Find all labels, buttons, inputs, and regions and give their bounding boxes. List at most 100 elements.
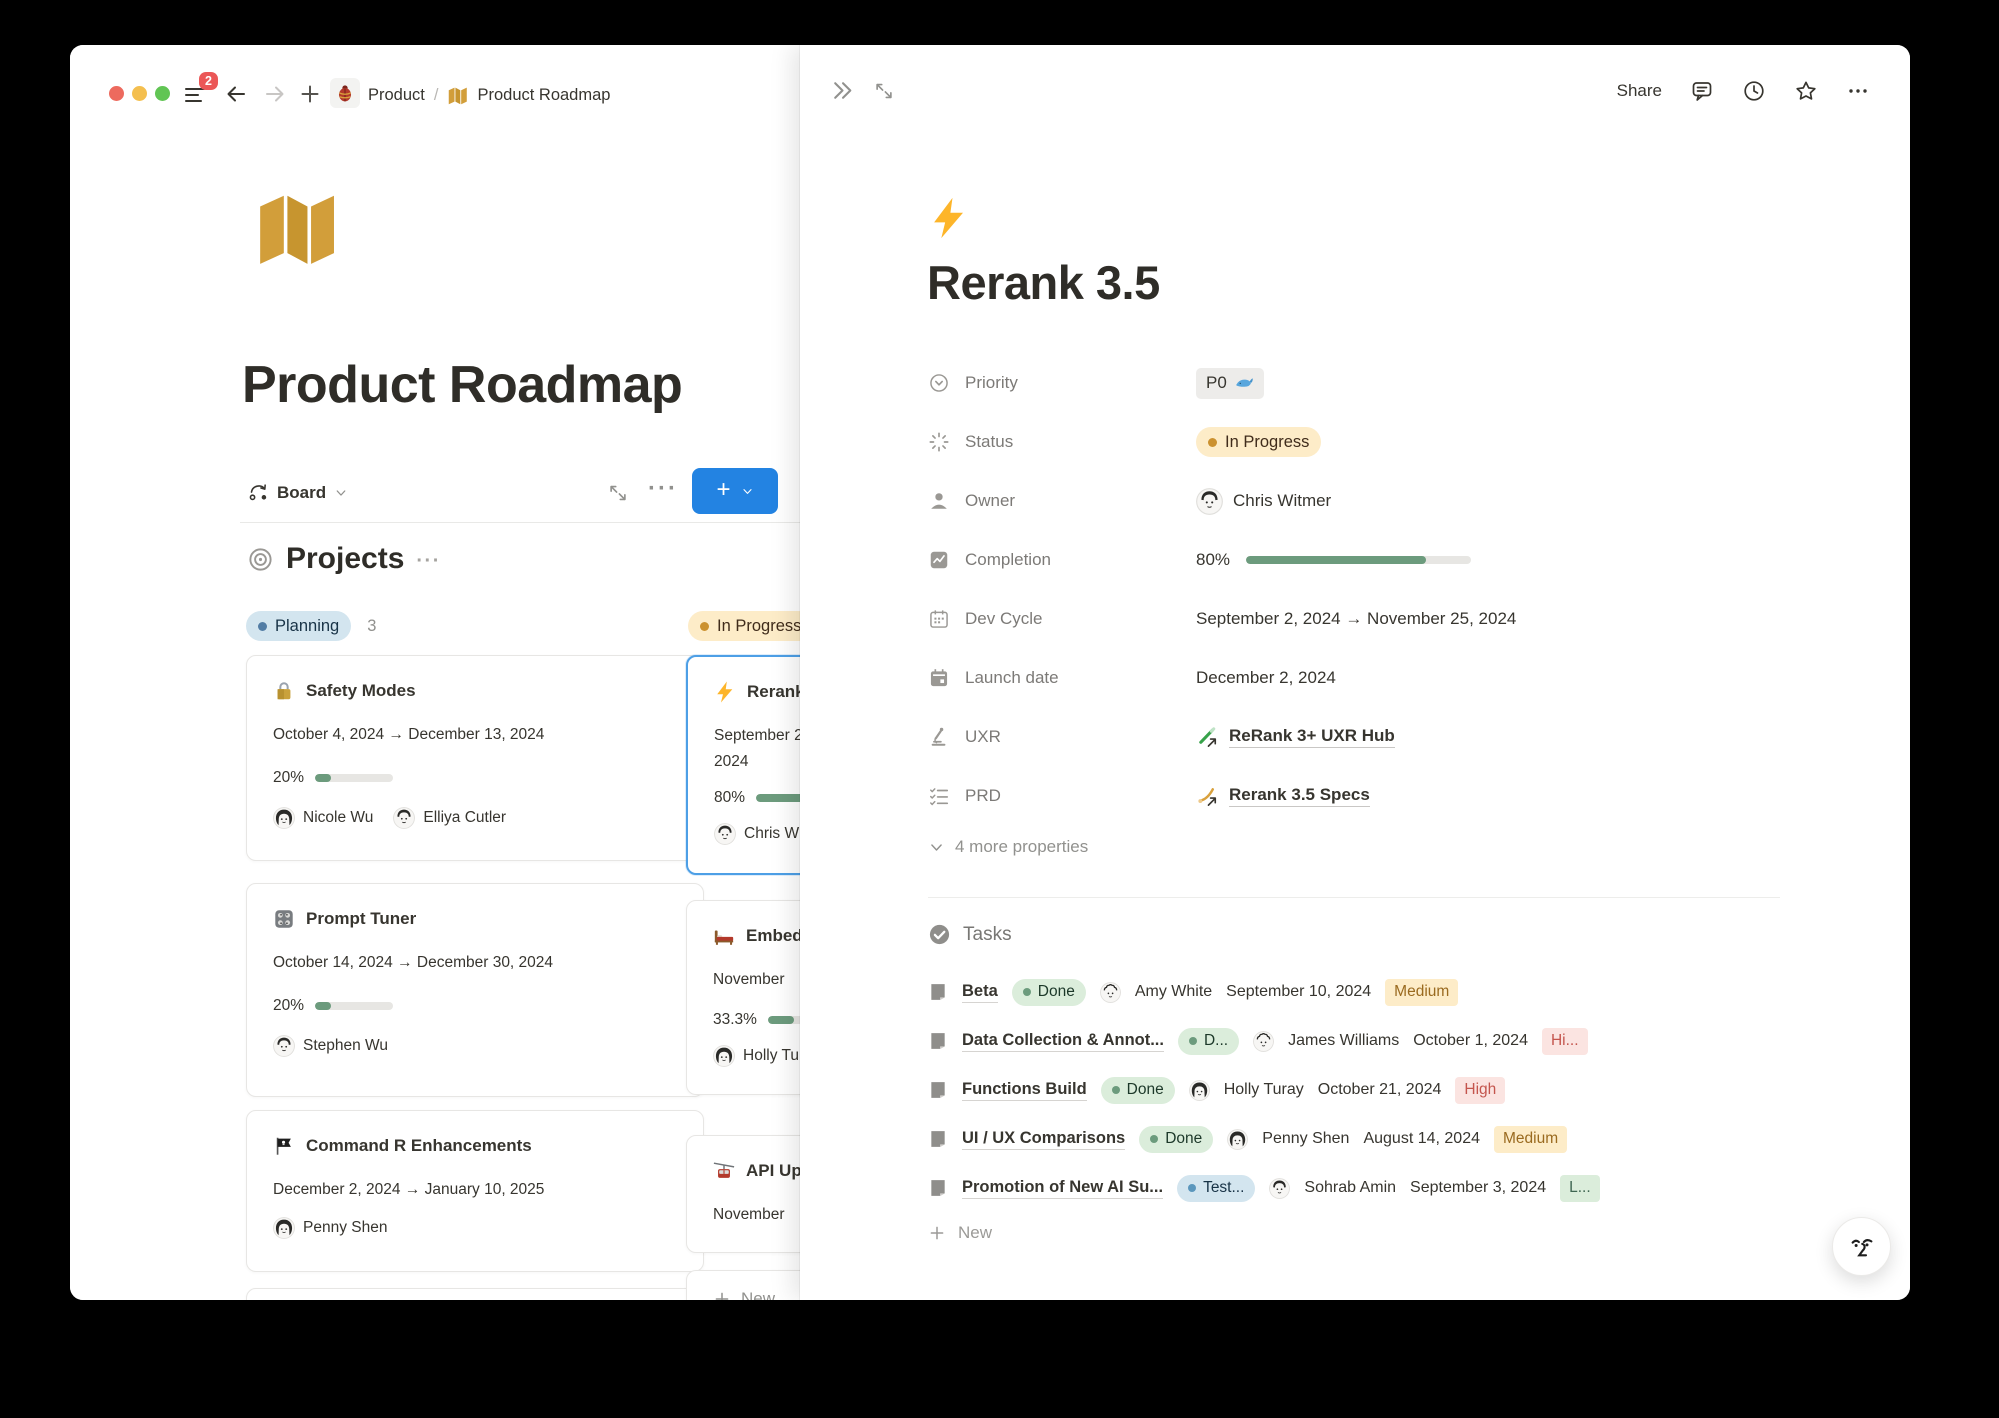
page-title[interactable]: Product Roadmap [242, 356, 683, 414]
task-name-link[interactable]: Functions Build [962, 1080, 1087, 1101]
peek-page-title[interactable]: Rerank 3.5 [927, 256, 1160, 309]
project-card-command-r[interactable]: Command R Enhancements December 2, 2024 … [246, 1110, 704, 1272]
task-priority-tag[interactable]: Medium [1385, 978, 1459, 1006]
breadcrumb-separator: / [433, 86, 439, 104]
status-pill[interactable]: In Progress [1196, 427, 1322, 457]
status-spinner-icon [928, 431, 950, 453]
avatar [1227, 1128, 1249, 1150]
pirate-flag-icon [273, 1135, 295, 1157]
task-priority-tag[interactable]: L... [1560, 1174, 1600, 1202]
open-full-page-icon[interactable] [873, 80, 895, 102]
zoom-window-button[interactable] [155, 86, 170, 101]
task-row[interactable]: Promotion of New AI Su... Test... Sohrab… [928, 1171, 1600, 1205]
property-row-launch-date[interactable]: Launch date December 2, 2024 [928, 658, 1838, 698]
property-row-uxr[interactable]: UXR ReRank 3+ UXR Hub [928, 717, 1838, 757]
history-clock-icon[interactable] [1742, 79, 1766, 103]
person-name: Elliya Cutler [423, 809, 507, 826]
launch-date-value[interactable]: December 2, 2024 [1196, 668, 1336, 687]
tasks-section-title[interactable]: Tasks [963, 923, 1012, 945]
task-name-link[interactable]: Data Collection & Annot... [962, 1031, 1164, 1052]
new-task-button[interactable]: New [928, 1223, 992, 1243]
project-card-safety-modes[interactable]: Safety Modes October 4, 2024 → December … [246, 655, 704, 861]
project-card-partial[interactable] [246, 1288, 704, 1300]
comet-link-icon [1196, 785, 1219, 808]
task-priority-tag[interactable]: High [1455, 1076, 1506, 1104]
task-priority-tag[interactable]: Medium [1494, 1125, 1568, 1153]
project-card-rerank[interactable]: Rerank 3.5 September 2, 2024 80% Chris W… [686, 655, 800, 875]
dev-cycle-value[interactable]: September 2, 2024 → November 25, 2024 [1196, 609, 1517, 628]
avatar [1269, 1177, 1291, 1199]
property-row-dev-cycle[interactable]: Dev Cycle September 2, 2024 → November 2… [928, 599, 1838, 639]
comments-icon[interactable] [1690, 79, 1714, 103]
task-name-link[interactable]: Promotion of New AI Su... [962, 1178, 1164, 1199]
task-status-pill[interactable]: Done [1139, 1125, 1214, 1153]
minimize-window-button[interactable] [132, 86, 147, 101]
prd-link[interactable]: Rerank 3.5 Specs [1196, 785, 1370, 808]
task-name-link[interactable]: Beta [962, 982, 998, 1003]
pen-link-icon [1196, 726, 1219, 749]
notion-ai-button[interactable] [1832, 1217, 1891, 1276]
property-row-priority[interactable]: Priority P0 [928, 363, 1838, 403]
column-header-in-progress[interactable]: In Progress [688, 611, 800, 641]
task-row[interactable]: Data Collection & Annot... D... James Wi… [928, 1024, 1588, 1058]
calendar-icon [928, 608, 950, 630]
peek-panel: Share Rerank 3.5 Priority P0 Status In P… [800, 45, 1910, 1300]
avatar [273, 1035, 295, 1057]
task-status-pill[interactable]: Test... [1177, 1174, 1256, 1202]
task-row[interactable]: UI / UX Comparisons Done Penny Shen Augu… [928, 1122, 1568, 1156]
card-dates: 2024 [714, 753, 749, 770]
progress-bar [756, 794, 800, 802]
progress-label: 33.3% [713, 1011, 757, 1028]
close-window-button[interactable] [109, 86, 124, 101]
page-map-icon[interactable] [246, 185, 346, 271]
new-item-button[interactable]: + [692, 468, 778, 514]
lightning-icon[interactable] [928, 189, 970, 247]
property-row-completion[interactable]: Completion 80% [928, 540, 1838, 580]
project-card-prompt-tuner[interactable]: Prompt Tuner October 14, 2024 → December… [246, 883, 704, 1097]
uxr-link[interactable]: ReRank 3+ UXR Hub [1196, 726, 1395, 749]
notification-badge: 2 [199, 72, 218, 90]
avatar [714, 823, 736, 845]
calendar-date-icon [928, 667, 950, 689]
task-row[interactable]: Beta Done Amy White September 10, 2024 M… [928, 975, 1459, 1009]
status-dot [1150, 1135, 1159, 1143]
back-arrow-icon[interactable] [224, 82, 248, 106]
property-label: Launch date [965, 668, 1059, 687]
view-options-dots[interactable]: ··· [648, 475, 678, 502]
view-tab-board[interactable]: Board [248, 482, 348, 503]
projects-options-dots[interactable]: ··· [416, 549, 441, 572]
more-options-icon[interactable] [1846, 79, 1870, 103]
breadcrumb-page[interactable]: Product Roadmap [477, 86, 611, 104]
breadcrumb-root-chip[interactable] [330, 78, 360, 108]
person-name: Chris Witmer [744, 825, 800, 842]
projects-section-title[interactable]: Projects [286, 542, 405, 575]
card-dates: December 2, 2024 → January 10, 2025 [273, 1181, 545, 1198]
task-row[interactable]: Functions Build Done Holly Turay October… [928, 1073, 1506, 1107]
uxr-link-label: ReRank 3+ UXR Hub [1229, 726, 1395, 748]
task-priority-tag[interactable]: Hi... [1541, 1027, 1588, 1055]
expand-view-icon[interactable] [607, 482, 629, 504]
task-status-pill[interactable]: Done [1100, 1076, 1175, 1104]
share-button[interactable]: Share [1616, 81, 1662, 100]
new-page-plus-icon[interactable] [298, 82, 322, 106]
property-row-status[interactable]: Status In Progress [928, 422, 1838, 462]
card-dates: November [713, 971, 785, 988]
property-row-owner[interactable]: Owner Chris Witmer [928, 481, 1838, 521]
favorite-star-icon[interactable] [1794, 79, 1818, 103]
page-icon [928, 1080, 948, 1100]
priority-icon [928, 372, 950, 394]
priority-value-tag[interactable]: P0 [1196, 367, 1264, 399]
forward-arrow-icon[interactable] [263, 82, 287, 106]
project-card-api[interactable]: API Updates November [686, 1135, 800, 1253]
new-card-row[interactable]: New [686, 1270, 800, 1300]
project-card-embeddings[interactable]: Embeddings November 33.3% Holly Turay [686, 900, 800, 1095]
close-peek-chevrons-icon[interactable] [830, 78, 855, 103]
task-status-pill[interactable]: Done [1011, 978, 1086, 1006]
task-name-link[interactable]: UI / UX Comparisons [962, 1129, 1126, 1150]
column-header-planning[interactable]: Planning 3 [246, 611, 376, 641]
breadcrumb-root[interactable]: Product [368, 86, 425, 104]
more-properties-toggle[interactable]: 4 more properties [928, 837, 1088, 857]
task-status-pill[interactable]: D... [1177, 1027, 1240, 1055]
property-row-prd[interactable]: PRD Rerank 3.5 Specs [928, 776, 1838, 816]
owner-value[interactable]: Chris Witmer [1196, 487, 1331, 515]
